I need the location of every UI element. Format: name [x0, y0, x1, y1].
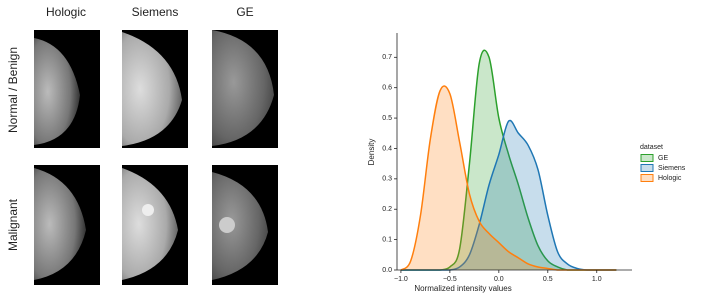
column-label: Siemens	[132, 5, 179, 19]
kde-chart: Normalized intensity values Density data…	[367, 33, 686, 293]
column-label: GE	[236, 5, 253, 19]
mammogram-image	[34, 30, 100, 148]
mammogram-image	[122, 30, 188, 148]
mammogram-image	[34, 165, 100, 285]
y-tick-label: 0.3	[382, 176, 392, 183]
x-tick-label: −1.0	[394, 276, 408, 283]
density-area	[400, 86, 617, 271]
x-tick-label: 0.0	[494, 276, 504, 283]
legend-title: dataset	[640, 144, 663, 151]
density-area	[400, 120, 617, 271]
mammogram-image	[122, 165, 188, 285]
y-tick-label: 0.0	[382, 267, 392, 274]
mammogram-image	[212, 165, 278, 285]
density-area	[400, 50, 617, 271]
x-tick-label: −0.5	[443, 276, 457, 283]
image-grid: Hologic Siemens GE Normal / Benign Malig…	[6, 5, 278, 285]
y-tick-label: 0.7	[382, 54, 392, 61]
legend-label: Siemens	[658, 165, 686, 172]
column-label: Hologic	[46, 5, 86, 19]
legend-swatch	[640, 164, 654, 172]
y-tick-label: 0.6	[382, 85, 392, 92]
y-tick-label: 0.2	[382, 206, 392, 213]
row-label: Malignant	[6, 198, 20, 251]
y-tick-label: 0.5	[382, 115, 392, 122]
legend-label: GE	[658, 155, 668, 162]
legend-label: Hologic	[658, 175, 682, 182]
legend-swatch	[640, 154, 654, 162]
legend-swatch	[640, 174, 654, 182]
row-label: Normal / Benign	[6, 47, 20, 133]
y-tick-label: 0.1	[382, 236, 392, 243]
y-axis-label: Density	[367, 139, 376, 166]
mammogram-image	[212, 30, 278, 148]
x-tick-label: 1.0	[592, 276, 602, 283]
x-axis-label: Normalized intensity values	[414, 284, 511, 293]
y-tick-label: 0.4	[382, 145, 392, 152]
x-tick-label: 0.5	[543, 276, 553, 283]
